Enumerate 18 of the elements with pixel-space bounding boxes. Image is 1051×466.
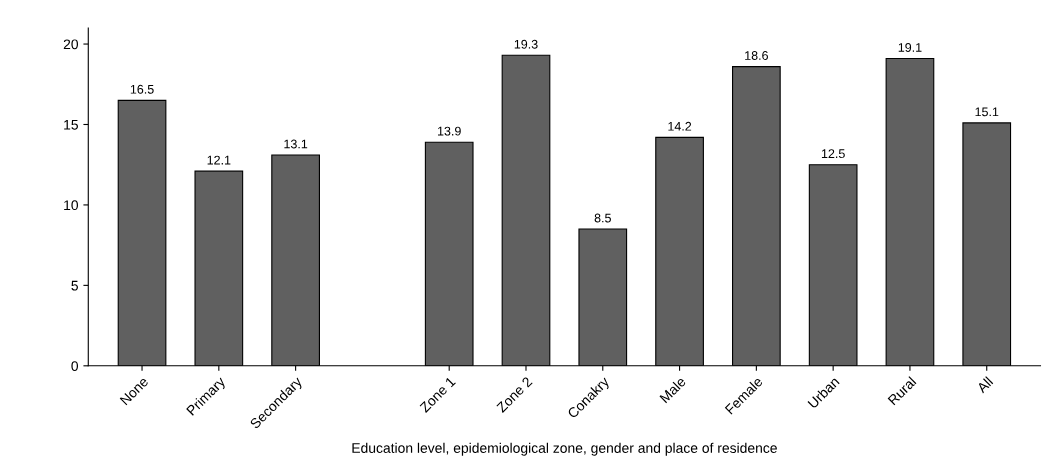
data-label: 8.5 [594,213,611,223]
data-label: 16.5 [130,84,154,94]
y-tick-label: 10 [64,200,79,211]
data-label: 12.1 [207,155,231,165]
x-tick-label: All [975,376,994,394]
y-tick-label: 5 [71,280,78,291]
data-label: 18.6 [745,51,768,60]
y-tick-label: 0 [71,361,79,371]
data-label: 19.1 [898,43,922,52]
x-axis-title: Education level, epidemiological zone, gender and place of residence [352,442,777,456]
data-label: 12.5 [821,149,845,159]
data-label: 19.3 [514,39,538,49]
data-label: 13.1 [284,139,308,149]
y-tick-label: 20 [63,39,79,50]
data-label: 13.9 [437,126,461,136]
y-tick-label: 15 [64,119,78,130]
data-label: 14.2 [668,121,692,131]
data-label: 15.1 [975,107,999,117]
